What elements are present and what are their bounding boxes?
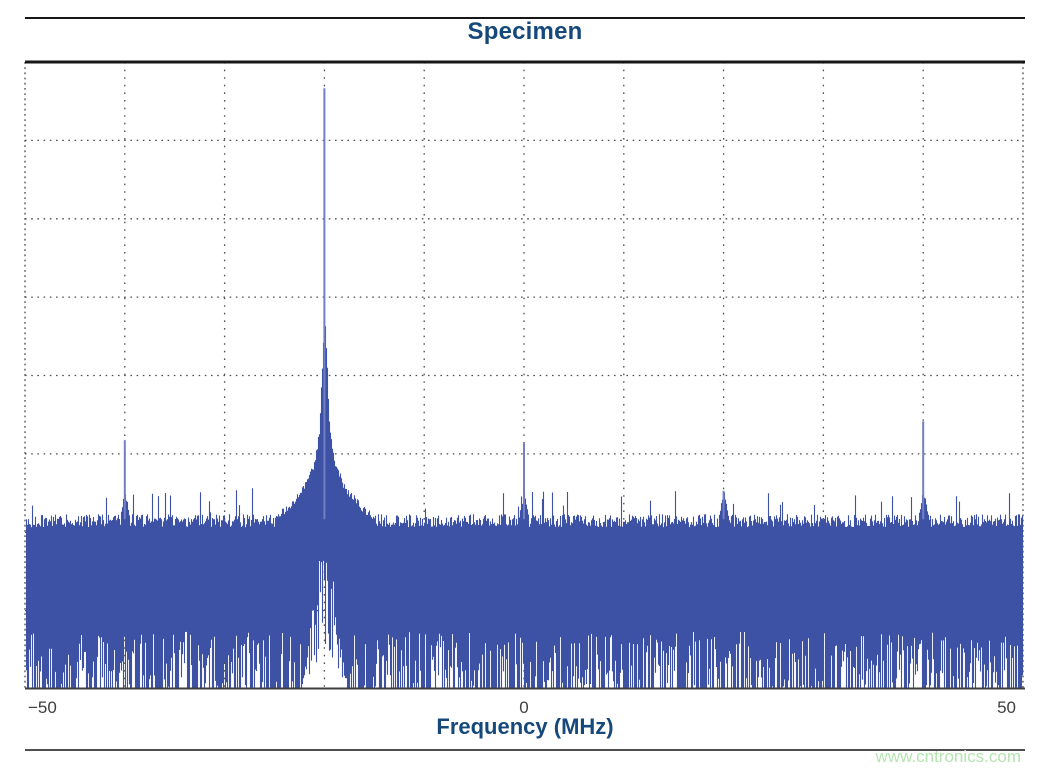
watermark-text: www.cntronics.com xyxy=(875,747,1021,766)
x-axis-label: Frequency (MHz) xyxy=(436,714,614,739)
x-tick-label-0: 0 xyxy=(519,698,529,717)
x-tick-label-neg50: −50 xyxy=(28,698,57,717)
chart-title: Specimen xyxy=(467,18,583,45)
footer-rule xyxy=(25,749,1025,751)
header-top-rule xyxy=(25,17,1025,19)
x-tick-label-50: 50 xyxy=(997,698,1016,717)
peak-spires-trace xyxy=(123,88,925,520)
noise-floor-trace xyxy=(25,326,1024,689)
